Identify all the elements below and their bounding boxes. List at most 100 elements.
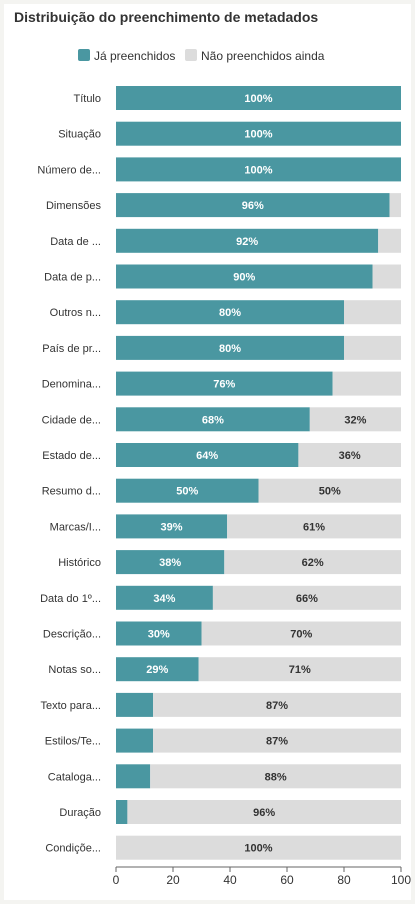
chart-title: Distribuição do preenchimento de metadad… bbox=[14, 9, 319, 25]
legend-filled-swatch bbox=[78, 49, 90, 61]
category-label: Resumo d... bbox=[42, 486, 101, 498]
category-label: Texto para... bbox=[40, 700, 101, 712]
data-label-filled: 100% bbox=[244, 93, 272, 105]
data-label-filled: 90% bbox=[233, 272, 255, 284]
stacked-bar-chart: Já preenchidos Não preenchidos ainda Títul… bbox=[37, 49, 411, 887]
data-label-filled: 76% bbox=[213, 379, 235, 391]
data-label-filled: 34% bbox=[153, 593, 175, 605]
data-label-filled: 100% bbox=[244, 129, 272, 141]
data-label-not-filled: 87% bbox=[266, 736, 288, 748]
bar-filled bbox=[116, 193, 390, 218]
category-label: Data de ... bbox=[50, 236, 101, 248]
data-label-not-filled: 36% bbox=[339, 450, 361, 462]
x-tick-label: 0 bbox=[113, 873, 120, 887]
data-label-not-filled: 70% bbox=[290, 629, 312, 641]
data-label-filled: 96% bbox=[242, 200, 264, 212]
category-label: Data do 1º... bbox=[40, 593, 101, 605]
category-label: Data de p... bbox=[44, 272, 101, 284]
bar-not-filled bbox=[227, 514, 401, 539]
bar-not-filled bbox=[212, 585, 401, 610]
bar-filled bbox=[116, 443, 299, 467]
x-tick-label: 40 bbox=[223, 873, 237, 887]
data-label-not-filled: 32% bbox=[344, 414, 366, 426]
bar-filled bbox=[116, 264, 373, 289]
data-label-filled: 92% bbox=[236, 236, 258, 248]
bar-filled bbox=[116, 335, 344, 360]
category-label: Situação bbox=[58, 129, 101, 141]
bar-filled bbox=[116, 407, 310, 432]
data-label-not-filled: 61% bbox=[303, 521, 325, 533]
bar-filled bbox=[116, 728, 154, 753]
chart-card: Distribuição do preenchimento de metadad… bbox=[4, 4, 411, 900]
bar-filled bbox=[116, 692, 154, 717]
bar-not-filled bbox=[344, 335, 401, 360]
data-label-filled: 68% bbox=[202, 414, 224, 426]
bar-filled bbox=[116, 764, 151, 789]
bar-filled bbox=[116, 550, 225, 575]
bar-filled bbox=[116, 228, 379, 253]
bar-not-filled bbox=[201, 621, 401, 646]
category-label: Estilos/Te... bbox=[45, 736, 101, 748]
bar-not-filled bbox=[116, 835, 401, 860]
category-label: País de pr... bbox=[42, 343, 101, 355]
category-label: Dimensões bbox=[46, 200, 102, 212]
bar-not-filled bbox=[150, 764, 401, 789]
category-label: Duração bbox=[59, 807, 101, 819]
data-label-filled: 80% bbox=[219, 343, 241, 355]
data-label-filled: 50% bbox=[176, 486, 198, 498]
legend-not-filled-swatch bbox=[185, 49, 197, 61]
category-label: Marcas/I... bbox=[50, 521, 101, 533]
bar-filled bbox=[116, 657, 199, 682]
bar-not-filled bbox=[258, 478, 401, 503]
bar-filled bbox=[116, 121, 401, 146]
data-label-filled: 100% bbox=[244, 164, 272, 176]
data-label-not-filled: 50% bbox=[319, 486, 341, 498]
bar-not-filled bbox=[309, 407, 401, 432]
data-label-filled: 38% bbox=[159, 557, 181, 569]
bar-filled bbox=[116, 371, 333, 396]
data-label-filled: 30% bbox=[148, 629, 170, 641]
data-label-filled: 80% bbox=[219, 307, 241, 319]
category-label: Cataloga... bbox=[48, 771, 101, 783]
legend-filled-label: Já preenchidos bbox=[94, 49, 175, 63]
bar-filled bbox=[116, 86, 401, 110]
x-tick-label: 60 bbox=[280, 873, 294, 887]
category-label: Condiçõe... bbox=[45, 843, 101, 855]
data-label-filled: 64% bbox=[196, 450, 218, 462]
bar-filled bbox=[116, 478, 259, 503]
legend-not-filled-label: Não preenchidos ainda bbox=[201, 49, 325, 63]
category-label: Descrição... bbox=[43, 629, 101, 641]
data-label-not-filled: 100% bbox=[244, 843, 272, 855]
data-label-not-filled: 96% bbox=[253, 807, 275, 819]
x-tick-label: 80 bbox=[337, 873, 351, 887]
bar-not-filled bbox=[153, 692, 401, 717]
bar-not-filled bbox=[389, 193, 401, 218]
bar-not-filled bbox=[372, 264, 401, 289]
bar-not-filled bbox=[153, 728, 401, 753]
data-label-not-filled: 71% bbox=[289, 664, 311, 676]
category-label: Notas so... bbox=[48, 664, 101, 676]
bar-not-filled bbox=[332, 371, 401, 396]
bar-not-filled bbox=[344, 300, 401, 325]
bar-filled bbox=[116, 300, 344, 325]
category-label: Denomina... bbox=[42, 379, 101, 391]
data-label-not-filled: 66% bbox=[296, 593, 318, 605]
category-label: Título bbox=[73, 93, 101, 105]
data-label-not-filled: 88% bbox=[265, 771, 287, 783]
data-label-not-filled: 62% bbox=[302, 557, 324, 569]
bar-not-filled bbox=[127, 800, 402, 824]
bar-filled bbox=[116, 621, 202, 646]
bar-not-filled bbox=[198, 657, 401, 682]
category-label: Histórico bbox=[58, 557, 101, 569]
bar-not-filled bbox=[224, 550, 401, 575]
category-label: Número de... bbox=[37, 164, 101, 176]
category-label: Cidade de... bbox=[42, 414, 101, 426]
bar-filled bbox=[116, 514, 228, 539]
bar-not-filled bbox=[378, 228, 401, 253]
bar-filled bbox=[116, 157, 401, 182]
category-label: Outros n... bbox=[50, 307, 101, 319]
category-label: Estado de... bbox=[42, 450, 101, 462]
bar-filled bbox=[116, 585, 213, 610]
bar-not-filled bbox=[298, 443, 401, 467]
data-label-filled: 39% bbox=[161, 521, 183, 533]
